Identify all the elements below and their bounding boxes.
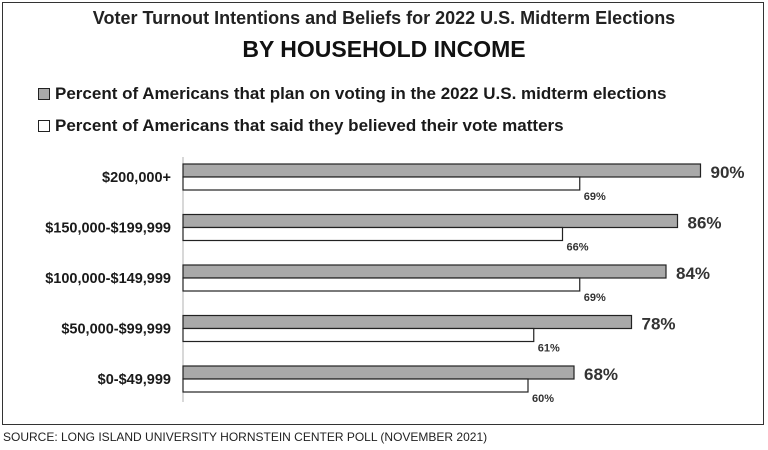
chart-frame (2, 2, 764, 425)
data-label-vote-matters: 61% (538, 343, 560, 355)
category-label: $200,000+ (102, 170, 171, 186)
category-label: $50,000-$99,999 (61, 322, 171, 338)
bar-plan-to-vote (182, 163, 702, 178)
chart-subtitle: BY HOUSEHOLD INCOME (242, 36, 526, 62)
data-label-vote-matters: 60% (532, 393, 554, 405)
bar-vote-matters (182, 176, 581, 191)
legend-label-vote-matters: Percent of Americans that said they beli… (55, 116, 564, 135)
chart-title: Voter Turnout Intentions and Beliefs for… (92, 8, 676, 28)
bar-plan-to-vote (182, 365, 575, 380)
data-label-vote-matters: 69% (584, 292, 606, 304)
data-label-plan-to-vote: 84% (676, 264, 710, 283)
legend-swatch-gray (38, 88, 50, 100)
data-label-plan-to-vote: 90% (711, 163, 745, 182)
source-note: SOURCE: LONG ISLAND UNIVERSITY HORNSTEIN… (3, 430, 488, 444)
category-label: $0-$49,999 (98, 372, 171, 388)
legend-label-plan-to-vote: Percent of Americans that plan on voting… (55, 84, 667, 103)
data-label-plan-to-vote: 78% (642, 315, 676, 334)
data-label-vote-matters: 66% (567, 242, 589, 254)
bar-plan-to-vote (182, 264, 667, 279)
category-label: $150,000-$199,999 (45, 221, 171, 237)
category-label: $100,000-$149,999 (45, 271, 171, 287)
bar-vote-matters (182, 378, 529, 393)
legend-item-plan-to-vote: Percent of Americans that plan on voting… (38, 84, 667, 104)
data-label-vote-matters: 69% (584, 191, 606, 203)
legend-item-vote-matters: Percent of Americans that said they beli… (38, 116, 564, 136)
bar-plan-to-vote (182, 314, 633, 330)
bar-vote-matters (182, 277, 581, 292)
legend-swatch-white (38, 120, 50, 132)
bar-plan-to-vote (182, 213, 679, 229)
data-label-plan-to-vote: 86% (688, 214, 722, 233)
bar-vote-matters (182, 327, 535, 343)
data-label-plan-to-vote: 68% (584, 365, 618, 384)
bar-vote-matters (182, 226, 564, 242)
